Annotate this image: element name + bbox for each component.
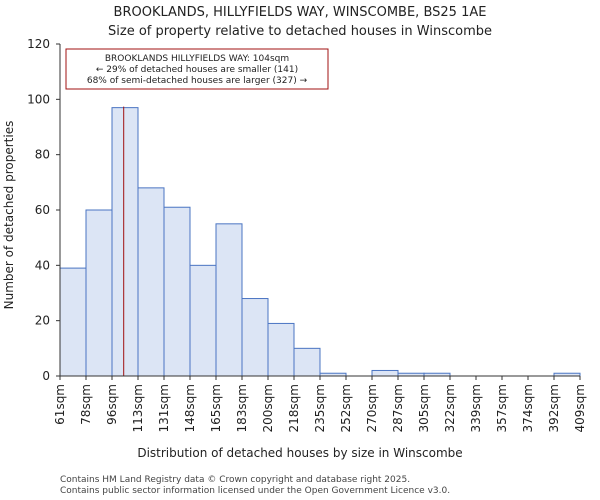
bar-148sqm <box>189 264 217 377</box>
x-tick-label: 305sqm <box>417 384 431 432</box>
x-tick-label: 113sqm <box>131 384 145 432</box>
x-tick-label: 322sqm <box>443 384 457 432</box>
y-tick-label: 80 <box>35 148 50 162</box>
y-tick-label: 60 <box>35 203 50 217</box>
y-ticks-group: 0 20 40 60 80 100 120 <box>27 37 60 383</box>
footer-line-1: Contains HM Land Registry data © Crown c… <box>60 475 410 485</box>
y-tick-label: 120 <box>27 37 50 51</box>
bar-131sqm <box>163 206 191 377</box>
bar-183sqm <box>241 298 269 377</box>
y-tick-label: 40 <box>35 258 50 272</box>
x-tick-label: 78sqm <box>79 384 93 425</box>
x-tick-label: 287sqm <box>391 384 405 432</box>
x-tick-label: 392sqm <box>547 384 561 432</box>
x-tick-label: 339sqm <box>469 384 483 432</box>
annotation-line-1: BROOKLANDS HILLYFIELDS WAY: 104sqm <box>105 54 289 64</box>
x-tick-label: 235sqm <box>313 384 327 432</box>
annotation-box: BROOKLANDS HILLYFIELDS WAY: 104sqm ← 29%… <box>65 48 329 90</box>
x-tick-label: 270sqm <box>365 384 379 432</box>
x-ticks-group: 61sqm 78sqm 96sqm 113sqm 131sqm 148sqm 165sqm 1… <box>53 376 587 432</box>
bar-218sqm <box>293 347 321 377</box>
x-tick-label: 357sqm <box>495 384 509 432</box>
chart-subtitle: Size of property relative to detached ho… <box>108 24 492 39</box>
bar-61sqm <box>59 267 87 377</box>
x-tick-label: 61sqm <box>53 384 67 425</box>
y-tick-label: 20 <box>35 314 50 328</box>
x-tick-label: 165sqm <box>209 384 223 432</box>
x-tick-label: 200sqm <box>261 384 275 432</box>
bar-113sqm <box>137 187 165 377</box>
x-tick-label: 183sqm <box>235 384 249 432</box>
annotation-line-2: ← 29% of detached houses are smaller (14… <box>96 65 298 75</box>
x-tick-label: 96sqm <box>105 384 119 425</box>
bars-group <box>59 107 581 377</box>
x-tick-label: 148sqm <box>183 384 197 432</box>
chart-title: BROOKLANDS, HILLYFIELDS WAY, WINSCOMBE, … <box>114 5 487 20</box>
annotation-line-3: 68% of semi-detached houses are larger (… <box>87 76 308 86</box>
bar-270sqm <box>371 369 399 377</box>
footer-line-2: Contains public sector information licen… <box>60 486 450 496</box>
bar-78sqm <box>85 209 113 377</box>
x-tick-label: 252sqm <box>339 384 353 432</box>
x-tick-label: 218sqm <box>287 384 301 432</box>
y-axis-label: Number of detached properties <box>2 121 16 310</box>
bar-165sqm <box>215 223 243 377</box>
x-tick-label: 374sqm <box>521 384 535 432</box>
bar-200sqm <box>267 322 295 377</box>
bar-96sqm <box>111 107 139 377</box>
x-tick-label: 131sqm <box>157 384 171 432</box>
x-axis-label: Distribution of detached houses by size … <box>137 446 462 460</box>
y-tick-label: 100 <box>27 92 50 106</box>
x-tick-label: 409sqm <box>573 384 587 432</box>
y-tick-label: 0 <box>42 369 50 383</box>
